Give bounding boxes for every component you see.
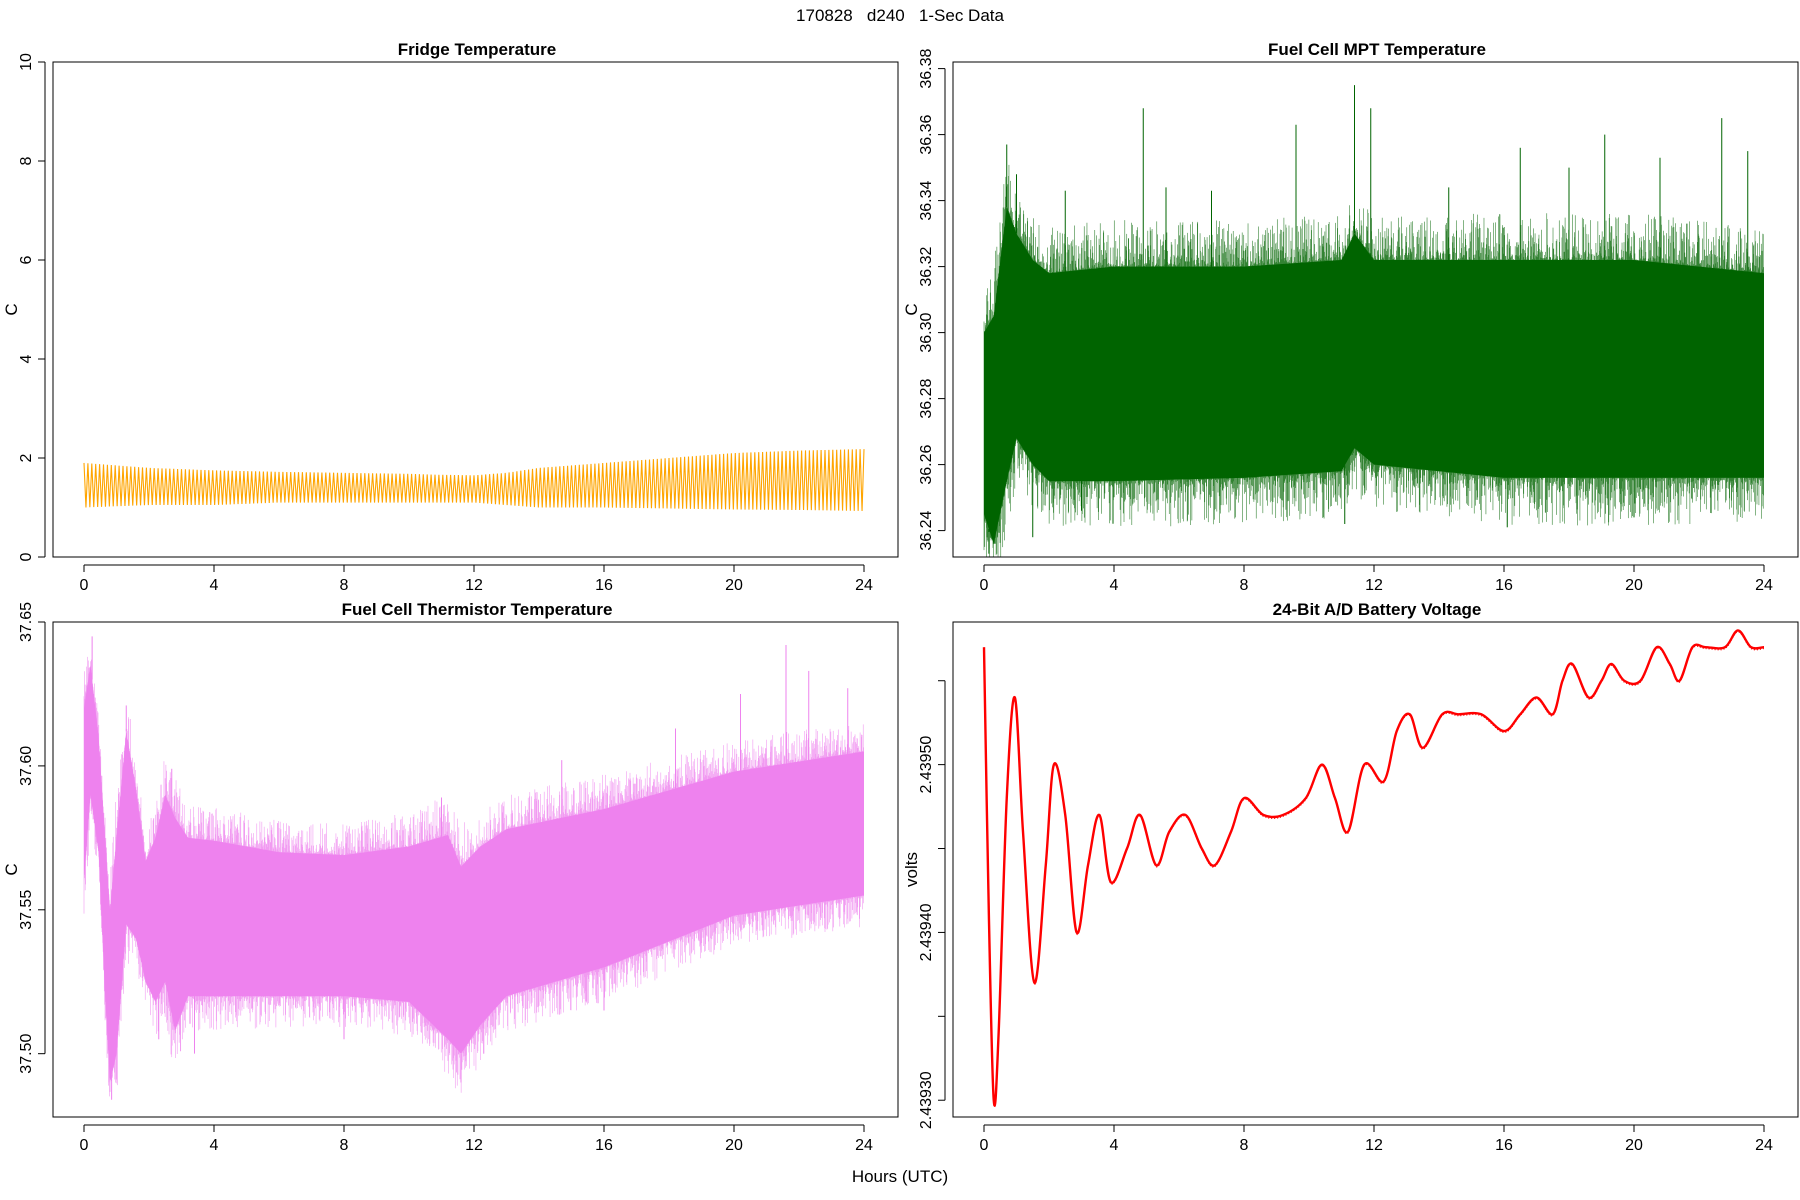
y-tick-label: 10	[18, 53, 35, 71]
y-tick-label: 37.55	[18, 890, 35, 930]
y-axis-label: C	[2, 303, 21, 315]
x-tick-label: 20	[1625, 1137, 1643, 1154]
series-noise	[983, 164, 1764, 557]
series-noise	[83, 656, 864, 1097]
x-tick-label: 24	[1755, 1137, 1773, 1154]
x-tick-label: 4	[1110, 1137, 1119, 1154]
x-axis-label: Hours (UTC)	[851, 1167, 949, 1186]
series-line-noise	[983, 631, 1765, 1108]
chart-fuel-cell-thermistor-temperature: Fuel Cell Thermistor Temperature C 0 4 8 12 16…	[2, 600, 899, 1154]
x-tick-label: 4	[1110, 577, 1119, 594]
y-tick-label: 0	[18, 552, 35, 561]
x-tick-label: 24	[1755, 577, 1773, 594]
chart-battery-voltage: 24-Bit A/D Battery Voltage volts 0 4 8 12 16 20…	[902, 600, 1799, 1154]
y-axis-label: C	[902, 303, 921, 315]
y-axis-label: volts	[902, 852, 921, 887]
y-tick-label: 2.43930	[918, 1071, 935, 1129]
y-tick-label: 2.43940	[918, 903, 935, 961]
page-title: 170828 d240 1-Sec Data	[796, 6, 1004, 25]
series-line	[982, 629, 1765, 1107]
x-tick-label: 16	[595, 577, 613, 594]
x-tick-label: 20	[1625, 577, 1643, 594]
y-tick-label: 6	[18, 255, 35, 264]
y-axis-label: C	[2, 863, 21, 875]
data-group	[83, 449, 865, 511]
y-tick-label: 36.38	[918, 48, 935, 88]
x-tick-label: 20	[725, 1137, 743, 1154]
x-tick-label: 12	[1365, 1137, 1383, 1154]
plot-box	[952, 621, 1799, 1118]
plot-box	[952, 61, 1799, 558]
y-tick-label: 2	[18, 453, 35, 462]
y-tick-label: 36.30	[918, 312, 935, 352]
y-tick-label: 36.28	[918, 378, 935, 418]
x-tick-label: 0	[80, 1137, 89, 1154]
data-group	[982, 629, 1765, 1108]
x-tick-label: 20	[725, 577, 743, 594]
y-tick-label: 8	[18, 156, 35, 165]
x-tick-label: 8	[1240, 1137, 1249, 1154]
series-line	[83, 449, 865, 511]
plot-box	[52, 61, 899, 558]
x-tick-label: 0	[980, 577, 989, 594]
x-tick-label: 8	[340, 577, 349, 594]
x-tick-label: 0	[980, 1137, 989, 1154]
y-tick-label: 37.50	[18, 1034, 35, 1074]
x-tick-label: 16	[1495, 577, 1513, 594]
y-tick-label: 4	[18, 354, 35, 363]
y-tick-label: 37.65	[18, 602, 35, 642]
x-tick-label: 8	[340, 1137, 349, 1154]
x-tick-label: 12	[465, 1137, 483, 1154]
y-tick-label: 36.34	[918, 180, 935, 220]
x-tick-label: 0	[80, 577, 89, 594]
y-tick-label: 36.32	[918, 246, 935, 286]
panel-title: Fuel Cell Thermistor Temperature	[342, 600, 613, 619]
y-tick-label: 36.24	[918, 510, 935, 550]
chart-fuel-cell-mpt-temperature: Fuel Cell MPT Temperature C 0 4 8 12 16 20 24 36.…	[902, 40, 1799, 594]
x-tick-label: 24	[855, 577, 873, 594]
y-tick-label: 37.60	[18, 746, 35, 786]
data-group	[83, 636, 864, 1100]
panel-title: 24-Bit A/D Battery Voltage	[1273, 600, 1482, 619]
x-tick-label: 16	[595, 1137, 613, 1154]
x-tick-label: 12	[465, 577, 483, 594]
x-tick-label: 24	[855, 1137, 873, 1154]
x-tick-label: 12	[1365, 577, 1383, 594]
y-tick-label: 2.43950	[918, 736, 935, 794]
plot-box	[52, 621, 899, 1118]
x-tick-label: 8	[1240, 577, 1249, 594]
data-group	[983, 85, 1764, 557]
y-tick-label: 36.36	[918, 114, 935, 154]
panel-title: Fuel Cell MPT Temperature	[1268, 40, 1486, 59]
x-tick-label: 4	[210, 577, 219, 594]
x-tick-label: 4	[210, 1137, 219, 1154]
panel-title: Fridge Temperature	[398, 40, 556, 59]
x-tick-label: 16	[1495, 1137, 1513, 1154]
y-tick-label: 36.26	[918, 444, 935, 484]
